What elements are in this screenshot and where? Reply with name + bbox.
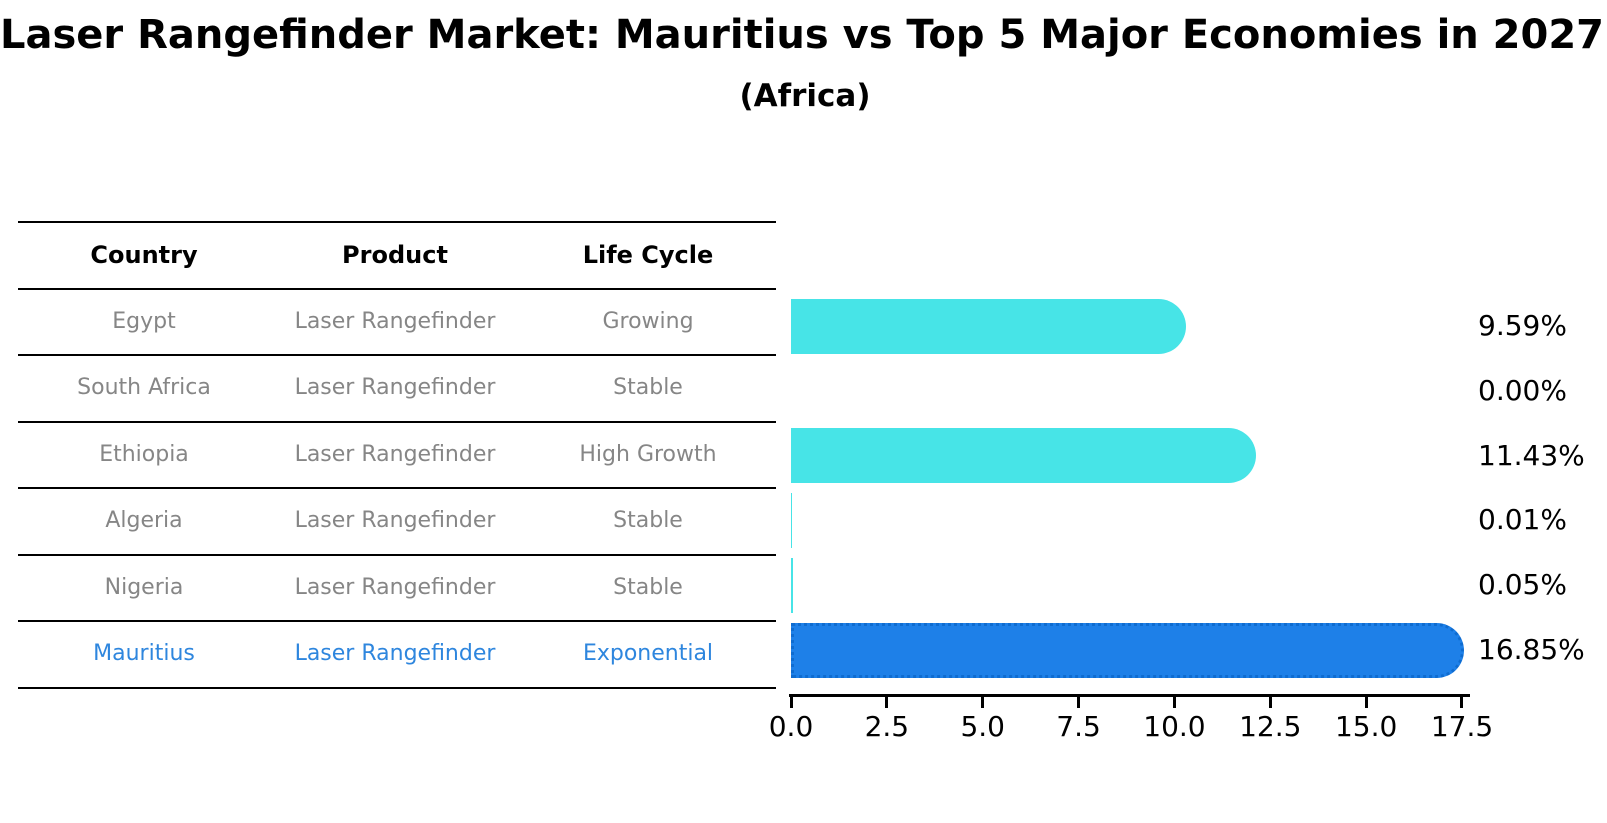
cell-product: Laser Rangefinder (294, 441, 496, 467)
x-tick (1172, 697, 1176, 708)
cell-product: Laser Rangefinder (294, 641, 496, 667)
cell-country: Algeria (105, 508, 183, 534)
cell-life-cycle: Growing (602, 308, 694, 334)
cell-life-cycle: Stable (613, 508, 683, 534)
table-row: Nigeria Laser Rangefinder Stable (18, 556, 776, 623)
x-tick (1077, 697, 1081, 708)
value-label-mauritius: 16.85% (1478, 633, 1585, 666)
x-tick-label: 0.0 (768, 710, 814, 743)
x-tick-label: 2.5 (864, 710, 910, 743)
table-row: Ethiopia Laser Rangefinder High Growth (18, 423, 776, 490)
x-tick (789, 697, 793, 708)
chart-subtitle: (Africa) (739, 78, 871, 114)
x-tick (1460, 697, 1464, 708)
table-row: Egypt Laser Rangefinder Growing (18, 290, 776, 357)
cell-product: Laser Rangefinder (294, 308, 496, 334)
country-table: Country Product Life Cycle Egypt Laser Range… (18, 221, 776, 689)
x-tick (1364, 697, 1368, 708)
x-tick (981, 697, 985, 708)
x-tick-label: 15.0 (1334, 710, 1398, 743)
bar-egypt (791, 298, 1186, 354)
table-row: Algeria Laser Rangefinder Stable (18, 489, 776, 556)
table-row: Mauritius Laser Rangefinder Exponential (18, 622, 776, 689)
table-row: South Africa Laser Rangefinder Stable (18, 356, 776, 423)
cell-life-cycle: Exponential (582, 641, 714, 667)
cell-product: Laser Rangefinder (294, 574, 496, 600)
bar-mauritius (791, 622, 1465, 678)
x-tick-label: 12.5 (1239, 710, 1302, 743)
cell-country: Nigeria (104, 574, 184, 600)
col-header-life-cycle: Life Cycle (582, 241, 714, 269)
x-tick (1268, 697, 1272, 708)
cell-country: Ethiopia (99, 441, 189, 467)
value-label-nigeria: 0.05% (1478, 568, 1567, 602)
cell-life-cycle: High Growth (579, 441, 717, 467)
cell-life-cycle: Stable (613, 574, 683, 600)
col-header-product: Product (342, 241, 448, 269)
bar-algeria (791, 492, 792, 548)
value-label-south-africa: 0.00% (1478, 373, 1567, 407)
x-tick-label: 10.0 (1143, 710, 1206, 743)
x-axis-line (789, 694, 1470, 697)
cell-product: Laser Rangefinder (294, 508, 496, 534)
chart-title: Laser Rangefinder Market: Mauritius vs T… (0, 12, 1605, 58)
x-tick (885, 697, 889, 708)
x-tick-label: 5.0 (960, 710, 1005, 743)
bar-ethiopia (791, 428, 1257, 484)
value-label-ethiopia: 11.43% (1478, 438, 1585, 472)
cell-country: Mauritius (93, 641, 195, 667)
col-header-country: Country (90, 241, 198, 269)
value-label-algeria: 0.01% (1478, 503, 1567, 537)
x-tick-label: 17.5 (1430, 710, 1494, 743)
cell-country: South Africa (77, 375, 211, 401)
cell-product: Laser Rangefinder (294, 375, 496, 401)
table-header-row: Country Product Life Cycle (18, 223, 776, 290)
bar-nigeria (791, 557, 793, 613)
cell-country: Egypt (112, 308, 176, 334)
cell-life-cycle: Stable (613, 375, 683, 401)
x-tick-label: 7.5 (1056, 710, 1101, 743)
value-label-egypt: 9.59% (1478, 309, 1567, 342)
